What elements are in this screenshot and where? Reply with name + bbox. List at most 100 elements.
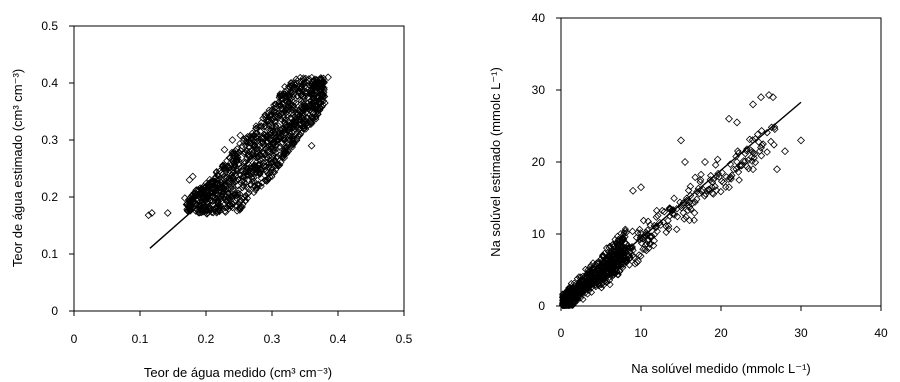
right-data-point <box>696 178 704 186</box>
left-data-point <box>182 201 190 209</box>
left-ytick-1: 0.1 <box>41 247 58 261</box>
right-data-point <box>708 183 716 191</box>
right-ytick-0: 0 <box>538 299 545 313</box>
left-data-point <box>263 176 271 184</box>
right-data-point <box>630 253 638 262</box>
left-data-point <box>221 190 229 199</box>
left-data-point <box>292 130 301 138</box>
right-data-point <box>636 235 644 244</box>
left-data-point <box>221 204 230 212</box>
right-data-point <box>681 158 689 166</box>
left-ytick-5: 0.5 <box>41 19 58 33</box>
left-data-point <box>215 207 224 216</box>
right-data-point <box>622 257 630 266</box>
left-data-point <box>286 132 294 140</box>
right-data-point <box>725 183 733 192</box>
left-data-point <box>294 124 302 132</box>
left-trend-line <box>149 99 319 249</box>
left-data-point <box>270 144 278 152</box>
left-data-point <box>308 117 316 126</box>
right-data-point <box>644 217 652 226</box>
left-data-point <box>213 198 221 206</box>
left-data-point <box>287 94 295 103</box>
left-xtick-2: 0.2 <box>198 332 215 346</box>
left-data-point <box>144 211 153 220</box>
left-data-point <box>199 206 207 214</box>
left-data-point <box>292 99 300 107</box>
left-data-point <box>253 138 261 146</box>
right-ytick-3: 30 <box>532 83 546 97</box>
left-data-point <box>278 91 286 100</box>
right-data-point <box>629 246 637 255</box>
left-data-point <box>188 172 197 181</box>
right-data-point <box>597 280 606 289</box>
right-data-point <box>751 158 760 167</box>
left-data-point <box>319 93 327 101</box>
right-data-point <box>628 251 637 260</box>
left-data-point <box>198 185 207 193</box>
right-data-point <box>633 258 641 267</box>
left-xtick-0: 0 <box>71 332 78 346</box>
right-data-point <box>628 243 636 251</box>
right-data-point <box>714 169 722 178</box>
left-data-point <box>236 190 244 198</box>
left-data-point <box>291 85 299 93</box>
right-data-point <box>757 143 765 152</box>
left-data-point <box>229 166 237 174</box>
right-data-point <box>598 252 607 261</box>
right-data-point <box>632 233 641 242</box>
left-data-point <box>245 189 253 197</box>
chart-sodium: 0 10 20 30 40 0 10 20 30 40 Na solúvel m… <box>488 11 888 376</box>
left-data-point <box>266 169 274 177</box>
left-data-point <box>312 91 320 99</box>
left-data-point <box>208 205 216 214</box>
right-data-point <box>759 140 767 148</box>
right-data-point <box>610 262 618 271</box>
left-data-point <box>211 194 219 202</box>
left-data-point <box>148 209 156 217</box>
left-data-point <box>212 168 220 177</box>
left-data-point <box>254 123 262 131</box>
left-data-point <box>250 138 258 146</box>
right-data-point <box>685 198 694 206</box>
right-data-point <box>717 177 726 185</box>
left-data-point <box>264 170 272 178</box>
right-data-point <box>739 157 748 165</box>
left-data-point <box>232 176 240 185</box>
left-data-point <box>309 110 317 118</box>
right-ytick-1: 10 <box>532 227 546 241</box>
left-data-point <box>224 189 232 197</box>
left-data-point <box>263 154 271 162</box>
left-data-point <box>264 168 272 176</box>
right-data-point <box>587 288 596 296</box>
left-ytick-4: 0.4 <box>41 76 58 90</box>
left-data-point <box>288 138 296 147</box>
right-data-point <box>652 213 661 221</box>
left-data-point <box>260 123 268 131</box>
left-data-point <box>261 111 269 119</box>
right-data-point <box>664 225 673 233</box>
left-data-point <box>251 182 259 191</box>
right-y-axis-title: Na solúvel estimado (mmolc L⁻¹) <box>488 67 503 257</box>
left-data-point <box>324 73 332 82</box>
left-data-point <box>206 175 214 183</box>
left-data-point <box>317 81 326 90</box>
right-data-point <box>735 176 743 184</box>
left-data-point <box>221 166 229 174</box>
left-data-point <box>243 172 251 180</box>
left-data-point <box>272 134 280 142</box>
left-data-point <box>290 139 298 147</box>
right-data-point <box>749 165 757 174</box>
left-data-point <box>320 99 329 107</box>
left-data-point <box>243 194 252 202</box>
left-data-point <box>239 181 247 189</box>
right-xtick-2: 20 <box>714 326 728 340</box>
right-data-point <box>647 232 656 241</box>
left-data-point <box>224 202 232 210</box>
right-data-point <box>606 280 614 289</box>
right-data-point <box>745 135 754 144</box>
right-data-point <box>717 187 725 196</box>
left-data-point <box>195 209 204 217</box>
right-data-point <box>637 252 645 260</box>
right-data-point <box>750 154 758 162</box>
